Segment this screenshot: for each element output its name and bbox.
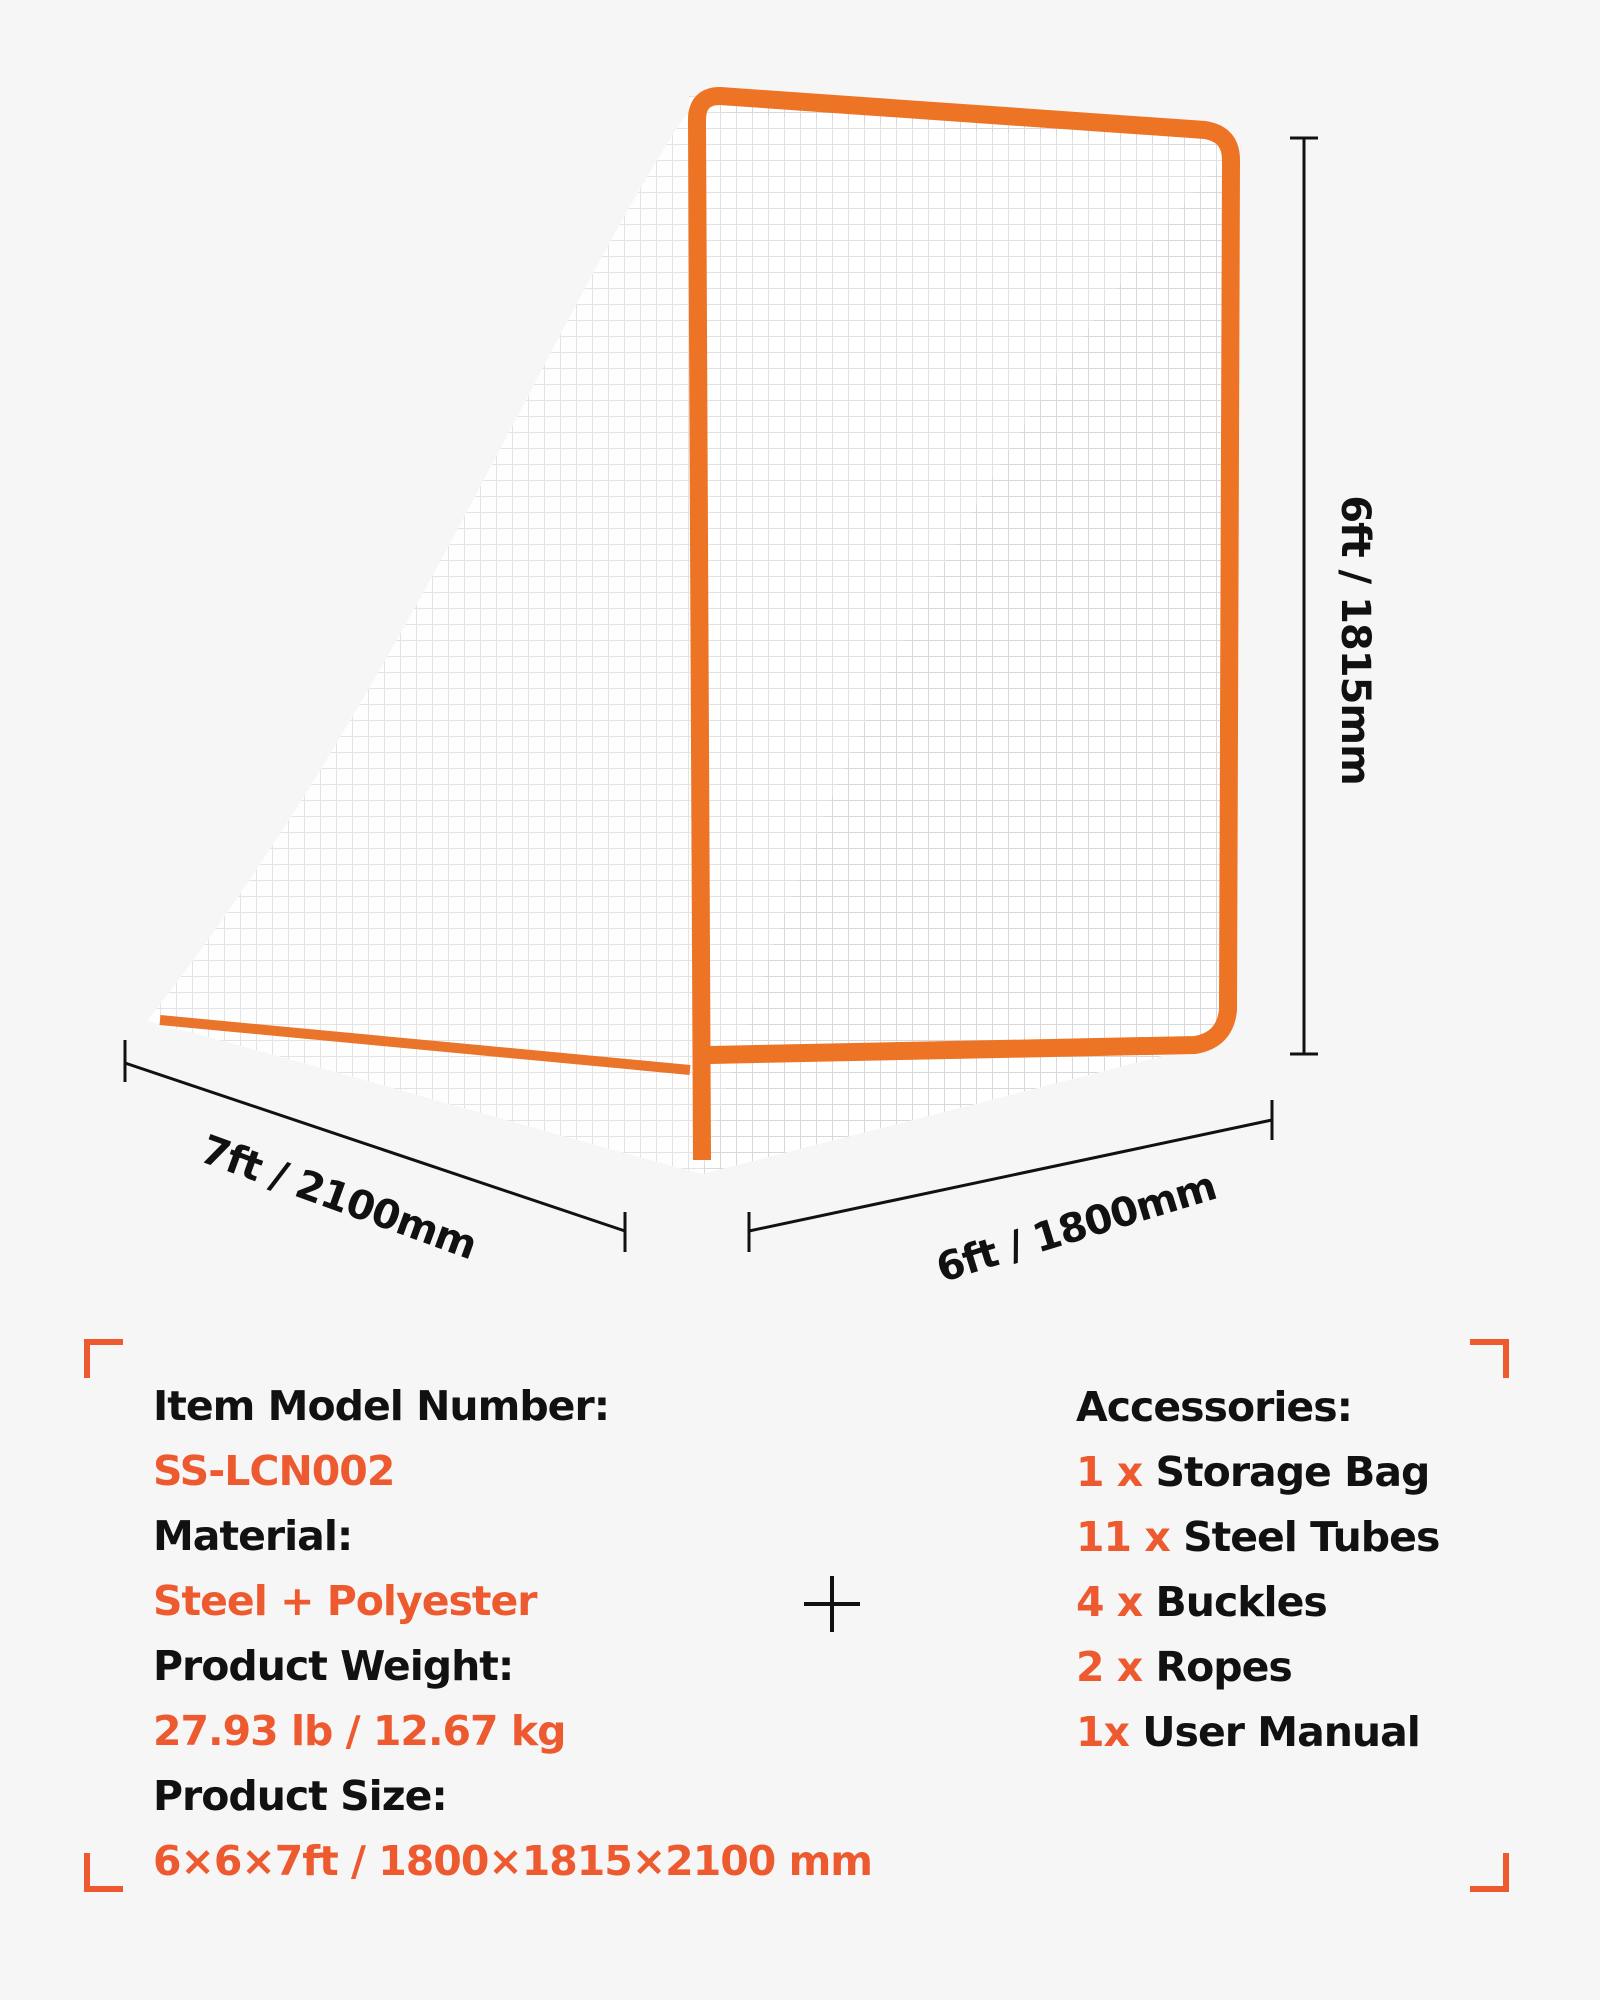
spec-label: Product Size: xyxy=(153,1772,448,1820)
accessory-name: Storage Bag xyxy=(1155,1448,1431,1496)
corner-brackets xyxy=(84,1339,1509,1892)
accessories-title: Accessories: xyxy=(1076,1383,1353,1431)
ground-bar xyxy=(159,1015,691,1075)
depth-label: 7ft / 2100mm xyxy=(195,1127,483,1269)
plus-icon xyxy=(804,1576,860,1632)
dimension-lines xyxy=(123,136,1318,1252)
accessory-qty: 2 x xyxy=(1076,1643,1143,1691)
spec-value: 27.93 lb / 12.67 kg xyxy=(153,1707,566,1755)
accessory-qty: 11 x xyxy=(1076,1513,1171,1561)
accessory-qty: 1x xyxy=(1076,1708,1130,1756)
spec-label: Product Weight: xyxy=(153,1642,514,1690)
height-label: 6ft / 1815mm xyxy=(1332,495,1378,785)
accessory-item: 1 x Storage Bag xyxy=(1076,1452,1430,1493)
side-net-mesh xyxy=(147,110,1231,1174)
accessory-name: User Manual xyxy=(1142,1708,1421,1756)
accessory-item: 11 x Steel Tubes xyxy=(1076,1517,1440,1558)
accessory-qty: 1 x xyxy=(1076,1448,1143,1496)
accessory-item: 4 x Buckles xyxy=(1076,1582,1328,1623)
spec-value: Steel + Polyester xyxy=(153,1577,538,1625)
spec-value: 6×6×7ft / 1800×1815×2100 mm xyxy=(153,1837,873,1885)
spec-value: SS-LCN002 xyxy=(153,1447,395,1495)
goal-frame xyxy=(688,87,1240,1161)
spec-label: Material: xyxy=(153,1512,353,1560)
accessory-name: Ropes xyxy=(1155,1643,1293,1691)
accessory-name: Buckles xyxy=(1155,1578,1328,1626)
spec-label: Item Model Number: xyxy=(153,1382,610,1430)
accessory-qty: 4 x xyxy=(1076,1578,1143,1626)
accessory-name: Steel Tubes xyxy=(1183,1513,1440,1561)
accessory-item: 2 x Ropes xyxy=(1076,1647,1293,1688)
accessory-item: 1x User Manual xyxy=(1076,1712,1421,1753)
